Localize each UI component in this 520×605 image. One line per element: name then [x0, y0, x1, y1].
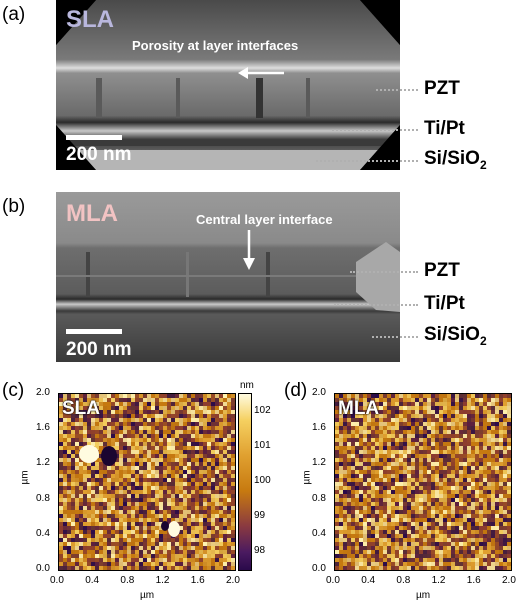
panel-b-scale-bar-line — [66, 329, 122, 334]
colorbar-tick-2: 100 — [254, 475, 271, 486]
afm-c-x-tick-3: 1.2 — [155, 575, 170, 586]
panel-a-leader-sisio2 — [316, 160, 418, 162]
afm-d-x-tick-3: 1.2 — [431, 575, 446, 586]
afm-map-sla — [58, 393, 236, 571]
afm-d-y-tick-3: 1.2 — [312, 457, 326, 469]
panel-d-letter: (d) — [284, 380, 308, 401]
afm-c-y-tick-0: 0.0 — [36, 563, 50, 574]
afm-d-texture — [335, 394, 511, 570]
panel-d-tag: MLA — [338, 398, 380, 419]
panel-a-layer-pzt: PZT — [424, 78, 460, 99]
afm-d-x-tick-0: 0.0 — [326, 575, 340, 586]
afm-c-texture — [59, 394, 235, 570]
afm-c-y-tick-4: 1.6 — [36, 422, 50, 434]
colorbar-tick-3: 99 — [254, 510, 266, 522]
panel-b-leader-sisio2 — [372, 336, 418, 338]
panel-c-letter: (c) — [2, 380, 25, 401]
panel-b-leader-tipt — [334, 304, 418, 306]
colorbar-tick-1: 101 — [254, 439, 271, 451]
panel-a-leader-pzt — [376, 89, 418, 91]
afm-c-x-tick-5: 2.0 — [226, 575, 240, 586]
afm-c-x-tick-1: 0.4 — [85, 575, 100, 586]
colorbar-tick-4: 98 — [254, 545, 266, 557]
afm-d-y-tick-4: 1.6 — [312, 422, 326, 434]
panel-a-annotation: Porosity at layer interfaces — [132, 38, 299, 53]
panel-a-layer-tipt: Ti/Pt — [424, 118, 465, 139]
afm-c-x-tick-2: 0.8 — [120, 575, 135, 586]
panel-a-leader-tipt — [332, 129, 418, 131]
panel-a-layer-sisio2: Si/SiO2 — [424, 148, 487, 172]
afm-d-y-tick-2: 0.8 — [312, 492, 326, 504]
panel-b-layer-pzt: PZT — [424, 260, 460, 281]
afm-c-y-tick-2: 0.8 — [36, 492, 50, 504]
panel-b-letter: (b) — [2, 196, 26, 217]
afm-d-y-tick-5: 2.0 — [312, 387, 326, 398]
afm-d-x-tick-2: 0.8 — [396, 575, 411, 586]
panel-a-scale-bar-label: 200 nm — [66, 144, 132, 165]
afm-d-y-tick-0: 0.0 — [312, 563, 326, 574]
panel-b-leader-pzt — [350, 271, 418, 273]
panel-b-scale-bar-label: 200 nm — [66, 339, 132, 360]
panel-b-tag: MLA — [66, 200, 118, 227]
afm-c-y-axis-label: µm — [19, 470, 31, 485]
afm-d-x-tick-4: 1.6 — [466, 575, 481, 586]
panel-a-letter: (a) — [2, 4, 26, 25]
afm-c-y-tick-3: 1.2 — [36, 457, 50, 469]
panel-b-annotation: Central layer interface — [196, 212, 333, 227]
arrow-down-icon — [243, 230, 255, 270]
afm-c-x-axis-label: µm — [140, 590, 155, 601]
colorbar-unit: nm — [240, 380, 254, 391]
colorbar-tick-0: 102 — [254, 404, 271, 416]
afm-d-y-tick-1: 0.4 — [312, 527, 326, 539]
afm-c-y-tick-5: 2.0 — [36, 387, 50, 398]
afm-c-x-tick-0: 0.0 — [50, 575, 64, 586]
afm-c-y-tick-1: 0.4 — [36, 527, 50, 539]
panel-b-layer-sisio2: Si/SiO2 — [424, 324, 487, 348]
afm-c-x-tick-4: 1.6 — [190, 575, 205, 586]
afm-d-x-tick-1: 0.4 — [361, 575, 376, 586]
panel-a-tag: SLA — [66, 6, 114, 33]
panel-c-tag: SLA — [62, 398, 100, 419]
afm-map-mla — [334, 393, 512, 571]
panel-b-layer-tipt: Ti/Pt — [424, 293, 465, 314]
arrow-left-icon — [238, 67, 284, 79]
afm-d-y-axis-label: µm — [301, 470, 313, 485]
afm-d-x-tick-5: 2.0 — [502, 575, 516, 586]
afm-d-x-axis-label: µm — [416, 590, 431, 601]
colorbar — [238, 393, 252, 571]
panel-a-scale-bar-line — [66, 135, 122, 140]
